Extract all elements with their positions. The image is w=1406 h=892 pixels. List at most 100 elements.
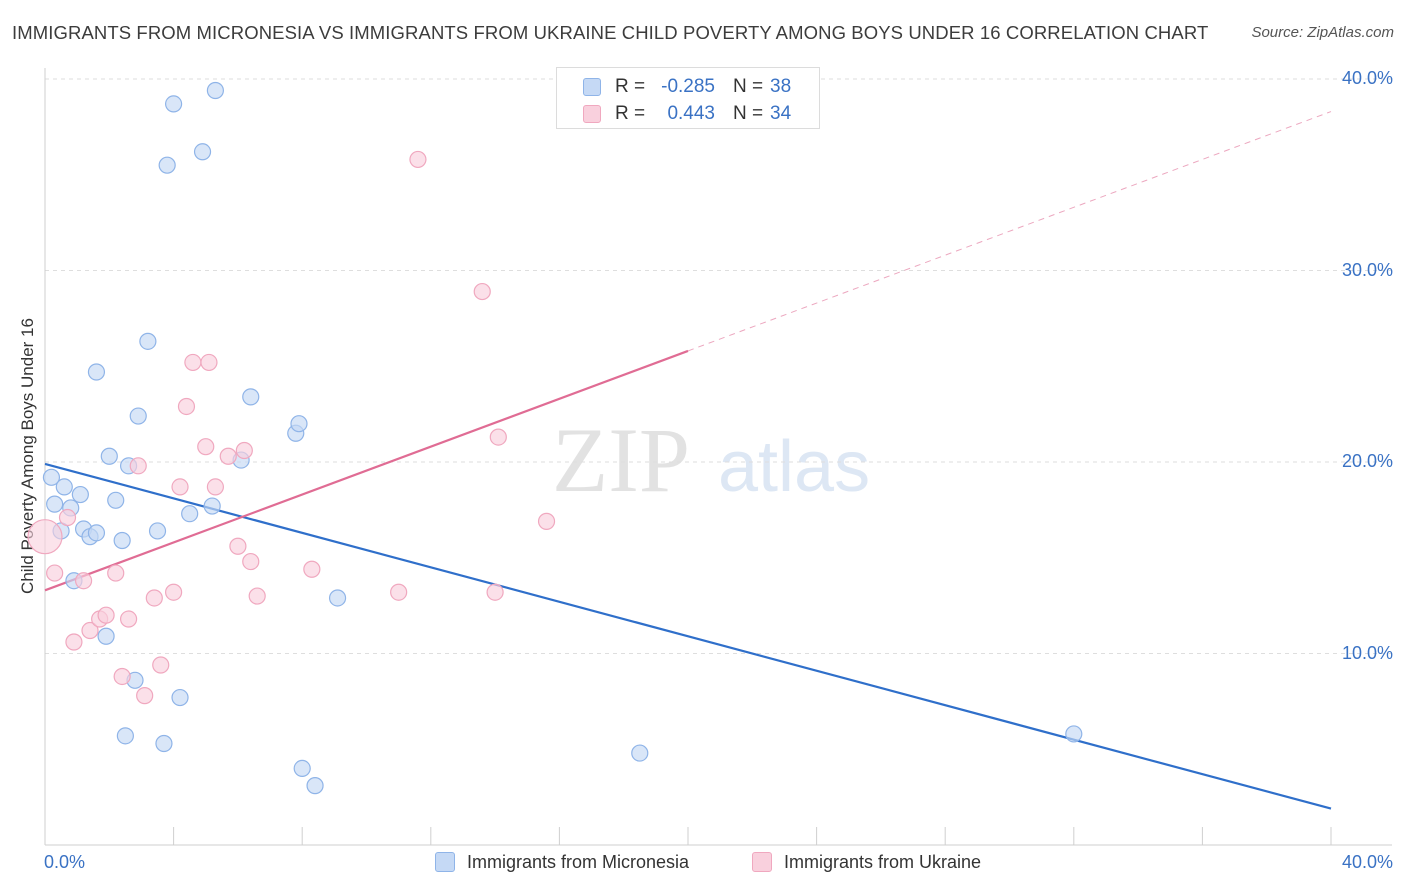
- point-ukraine: [171, 478, 189, 496]
- point-ukraine: [303, 560, 321, 578]
- point-micronesia: [328, 589, 347, 607]
- point-ukraine: [473, 282, 491, 301]
- legend-row-ukraine: R = 0.443 N = 34: [557, 101, 819, 127]
- y-tick-label: 40.0%: [1341, 68, 1393, 88]
- point-micronesia: [290, 415, 308, 433]
- axes: [44, 68, 1392, 846]
- point-micronesia: [107, 491, 125, 509]
- trend-line-micronesia: [44, 462, 1332, 810]
- point-micronesia: [306, 777, 324, 795]
- series-legend-label: Immigrants from Ukraine: [784, 852, 982, 872]
- y-tick-label: 30.0%: [1341, 259, 1393, 280]
- point-ukraine: [145, 589, 163, 607]
- legend-r-label: R =: [615, 103, 646, 124]
- trend-line-ukraine-extension: [687, 111, 1332, 352]
- chart-title: IMMIGRANTS FROM MICRONESIA VS IMMIGRANTS…: [12, 22, 1209, 43]
- point-micronesia: [42, 468, 61, 486]
- point-ukraine: [58, 508, 77, 527]
- point-ukraine: [184, 353, 202, 372]
- point-ukraine: [229, 537, 247, 555]
- legend-n-value: 34: [770, 103, 792, 124]
- legend-swatch-micronesia: [583, 78, 601, 96]
- point-micronesia: [203, 497, 221, 515]
- point-micronesia: [97, 627, 115, 645]
- point-ukraine: [65, 633, 83, 651]
- correlation-legend: R = -0.285 N = 38 R = 0.443 N = 34: [556, 67, 820, 129]
- point-ukraine: [152, 656, 170, 674]
- point-micronesia: [158, 156, 176, 174]
- point-micronesia: [113, 531, 131, 550]
- point-micronesia: [631, 744, 649, 762]
- x-tick-label-max: 40.0%: [1341, 852, 1393, 872]
- point-micronesia: [148, 522, 167, 540]
- point-ukraine: [197, 438, 215, 456]
- point-micronesia: [181, 505, 199, 523]
- legend-n-label: N =: [733, 76, 764, 97]
- series-legend-micronesia[interactable]: Immigrants from Micronesia: [435, 852, 689, 873]
- point-ukraine: [486, 583, 504, 601]
- point-ukraine: [248, 587, 266, 605]
- y-tick-label: 20.0%: [1341, 451, 1393, 471]
- point-micronesia: [139, 332, 157, 350]
- point-micronesia: [206, 81, 224, 100]
- point-micronesia: [87, 363, 106, 381]
- point-micronesia: [129, 407, 147, 425]
- legend-swatch-ukraine: [583, 105, 601, 123]
- point-ukraine: [119, 610, 138, 628]
- point-micronesia: [116, 727, 134, 745]
- point-ukraine: [46, 564, 64, 582]
- point-ukraine: [27, 519, 63, 555]
- trend-line-ukraine: [44, 349, 689, 592]
- point-micronesia: [293, 759, 311, 778]
- point-ukraine: [409, 150, 427, 169]
- series-swatch-micronesia: [435, 852, 455, 872]
- point-micronesia: [242, 388, 260, 406]
- point-ukraine: [136, 687, 154, 705]
- point-ukraine: [129, 457, 147, 475]
- legend-r-label: R =: [615, 76, 646, 97]
- point-micronesia: [71, 485, 89, 504]
- watermark-zip: ZIP: [552, 409, 690, 511]
- source-label: Source: ZipAtlas.com: [1251, 24, 1394, 41]
- point-micronesia: [193, 143, 212, 161]
- point-ukraine: [81, 621, 99, 640]
- point-ukraine: [537, 512, 556, 530]
- trend-lines: [44, 111, 1332, 810]
- series-legend-label: Immigrants from Micronesia: [467, 852, 690, 872]
- point-micronesia: [55, 478, 73, 496]
- point-micronesia: [155, 734, 173, 753]
- series-legend-ukraine[interactable]: Immigrants from Ukraine: [752, 852, 981, 873]
- point-ukraine: [97, 606, 115, 624]
- point-ukraine: [165, 583, 183, 601]
- point-micronesia: [87, 524, 106, 542]
- grid-lines: [45, 78, 1392, 654]
- point-micronesia: [46, 495, 64, 513]
- legend-n-label: N =: [733, 103, 764, 124]
- y-tick-label: 10.0%: [1341, 642, 1393, 663]
- point-ukraine: [489, 428, 507, 446]
- point-ukraine: [74, 572, 93, 590]
- point-ukraine: [200, 353, 218, 372]
- watermark-atlas: atlas: [718, 427, 870, 507]
- point-ukraine: [390, 583, 408, 601]
- point-ukraine: [219, 447, 237, 465]
- data-points: [27, 81, 1083, 795]
- point-ukraine: [206, 478, 224, 496]
- legend-n-value: 38: [770, 76, 792, 97]
- point-micronesia: [1065, 725, 1083, 743]
- point-micronesia: [165, 95, 183, 113]
- legend-r-value: -0.285: [661, 76, 715, 97]
- x-tick-label-min: 0.0%: [44, 852, 86, 872]
- point-ukraine: [177, 397, 196, 416]
- point-ukraine: [107, 564, 125, 582]
- series-swatch-ukraine: [752, 852, 772, 872]
- point-micronesia: [171, 688, 189, 707]
- point-ukraine: [235, 441, 253, 460]
- legend-row-micronesia: R = -0.285 N = 38: [557, 74, 819, 100]
- point-micronesia: [100, 447, 118, 465]
- point-ukraine: [113, 667, 131, 686]
- legend-r-value: 0.443: [667, 103, 715, 124]
- series-legend: Immigrants from Micronesia Immigrants fr…: [0, 852, 1406, 876]
- point-ukraine: [242, 552, 260, 571]
